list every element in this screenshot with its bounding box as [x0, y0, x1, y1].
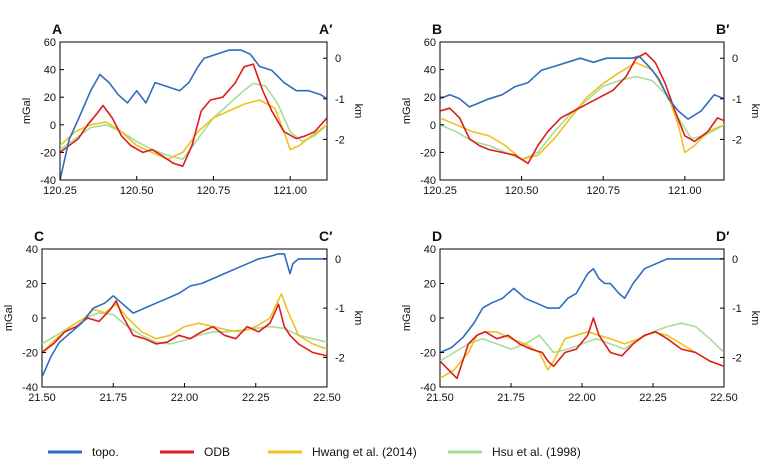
x-tick-label: 120.75	[586, 185, 620, 197]
plot-frame	[439, 248, 725, 388]
profile-start-label: D	[432, 228, 442, 244]
y-tick-label-left: 0	[430, 120, 436, 132]
series-line-hsu	[60, 82, 327, 161]
legend-label-hsu: Hsu et al. (1998)	[492, 445, 581, 459]
y-tick-label-left: 40	[26, 244, 38, 256]
x-tick-label: 120.75	[197, 185, 231, 197]
profile-end-label: D′	[716, 228, 730, 244]
x-tick-label: 21.50	[426, 392, 454, 404]
profile-end-label: C′	[319, 228, 333, 244]
y-tick-label-left: -20	[420, 147, 436, 159]
x-tick-label: 120.25	[423, 185, 457, 197]
legend-label-topo: topo.	[92, 445, 119, 459]
y-tick-label-left: -40	[40, 175, 56, 187]
y-tick-label-left: 0	[50, 120, 56, 132]
y-tick-label-right: -2	[732, 352, 742, 364]
y-tick-label-left: -40	[420, 175, 436, 187]
legend: topo. ODB Hwang et al. (2014) Hsu et al. (1…	[48, 445, 581, 459]
series-line-topo	[60, 49, 327, 180]
y-tick-label-left: -20	[420, 348, 436, 360]
panel-d: 21.50 21.75 22.00 22.25 22.50 -40 -20 0 20 40 -2 -1…	[401, 228, 761, 404]
y-tick-label-right: 0	[335, 254, 341, 266]
y-tick-label-left: -40	[22, 382, 38, 394]
y-tick-label-right: -1	[335, 303, 345, 315]
y-tick-label-left: 20	[424, 92, 436, 104]
series-line-hsu	[440, 322, 724, 362]
y-tick-label-left: 60	[424, 37, 436, 49]
x-tick-label: 22.50	[710, 392, 738, 404]
x-tick-label: 22.00	[171, 392, 199, 404]
x-tick-label: 22.25	[639, 392, 667, 404]
y-tick-label-right: 0	[335, 53, 341, 65]
x-tick-label: 120.25	[43, 185, 77, 197]
series-line-hwang	[42, 293, 327, 354]
series-line-odb	[440, 52, 724, 165]
y-axis-label-right: km	[749, 104, 761, 119]
series-line-topo	[440, 258, 724, 354]
y-tick-label-left: 0	[32, 313, 38, 325]
y-tick-label-left: 40	[424, 65, 436, 77]
y-tick-label-right: -2	[335, 352, 345, 364]
y-tick-label-left: -40	[420, 382, 436, 394]
profile-end-label: A′	[319, 21, 333, 37]
series-line-topo	[440, 55, 724, 120]
y-tick-label-left: -20	[22, 348, 38, 360]
panel-b: 120.25 120.50 120.75 121.00 -40 -20 0 20 40 60 -2 -…	[401, 21, 761, 197]
y-axis-label-left: mGal	[401, 305, 413, 331]
profile-start-label: A	[52, 21, 62, 37]
series-line-hwang	[440, 61, 724, 161]
y-tick-label-right: -1	[732, 303, 742, 315]
y-tick-label-right: -1	[335, 94, 345, 106]
legend-label-odb: ODB	[204, 445, 230, 459]
y-tick-label-right: 0	[732, 254, 738, 266]
x-tick-label: 21.75	[497, 392, 525, 404]
x-tick-label: 121.00	[273, 185, 307, 197]
x-tick-label: 120.50	[120, 185, 154, 197]
profile-start-label: C	[34, 228, 44, 244]
plot-frame	[59, 41, 328, 181]
y-axis-label-right: km	[352, 311, 364, 326]
y-tick-label-left: 20	[26, 279, 38, 291]
y-axis-label-left: mGal	[401, 98, 413, 124]
y-axis-label-left: mGal	[21, 98, 33, 124]
y-tick-label-left: 20	[424, 279, 436, 291]
y-tick-label-right: -2	[732, 134, 742, 146]
x-tick-label: 121.00	[668, 185, 702, 197]
y-axis-label-left: mGal	[3, 305, 15, 331]
y-axis-label-right: km	[352, 104, 364, 119]
series-line-odb	[440, 317, 724, 380]
panel-c: 21.50 21.75 22.00 22.25 22.50 -40 -20 0 20 40 -2 -1…	[3, 228, 364, 404]
series-line-odb	[42, 299, 327, 357]
profile-end-label: B′	[716, 21, 730, 37]
y-tick-label-left: 0	[430, 313, 436, 325]
x-tick-label: 21.50	[28, 392, 56, 404]
y-tick-label-left: 40	[44, 65, 56, 77]
y-tick-label-left: 60	[44, 37, 56, 49]
y-tick-label-left: 20	[44, 92, 56, 104]
y-tick-label-left: -20	[40, 147, 56, 159]
x-tick-label: 22.00	[568, 392, 596, 404]
y-tick-label-right: -1	[732, 94, 742, 106]
x-tick-label: 21.75	[99, 392, 127, 404]
x-tick-label: 22.25	[242, 392, 270, 404]
series-line-topo	[42, 253, 327, 378]
profile-start-label: B	[432, 21, 442, 37]
y-tick-label-right: -2	[335, 134, 345, 146]
x-tick-label: 120.50	[505, 185, 539, 197]
legend-label-hwang: Hwang et al. (2014)	[312, 445, 417, 459]
y-tick-label-right: 0	[732, 53, 738, 65]
series-line-hwang	[60, 99, 327, 161]
series-line-hsu	[42, 311, 327, 345]
y-axis-label-right: km	[749, 311, 761, 326]
y-tick-label-left: 40	[424, 244, 436, 256]
panel-a: 120.25 120.50 120.75 121.00 -40 -20 0 20 40 60 -2 -…	[21, 21, 364, 197]
series-line-odb	[60, 63, 327, 167]
x-tick-label: 22.50	[313, 392, 341, 404]
plot-frame	[439, 41, 725, 181]
